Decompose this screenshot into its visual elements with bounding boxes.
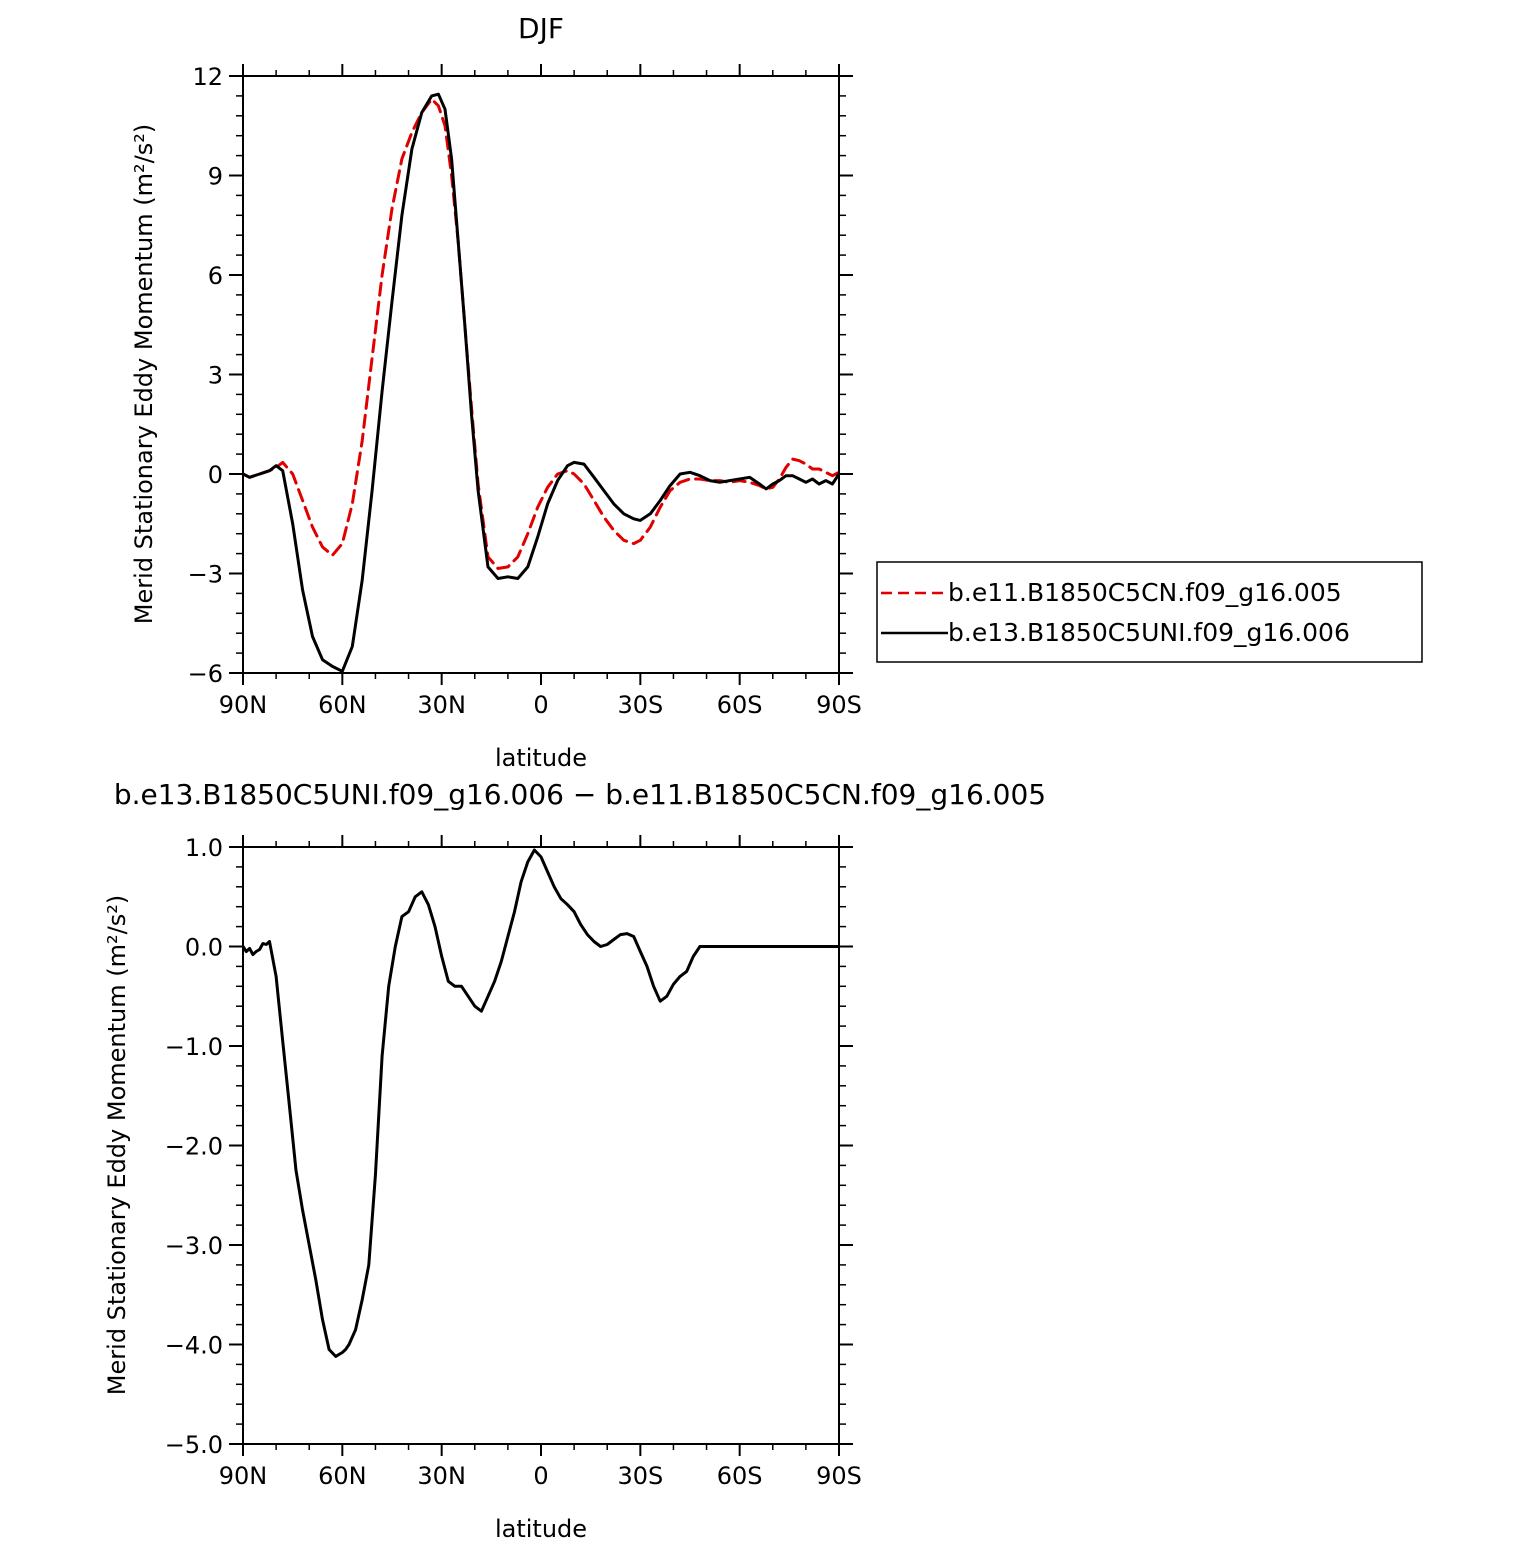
x-tick-label: 90S	[816, 691, 862, 719]
y-tick-label: −6	[188, 660, 223, 688]
y-tick-label: −1.0	[165, 1033, 223, 1061]
y-tick-label: −4.0	[165, 1332, 223, 1360]
x-tick-label: 30S	[617, 1462, 663, 1490]
plot-area: 90N 60N 30N 0 30S 60S 90S −6 −3 0 3 6 9 12	[188, 63, 862, 719]
x-axis-label: latitude	[495, 1515, 587, 1543]
panel-bottom: b.e13.B1850C5UNI.f09_g16.006 − b.e11.B18…	[103, 778, 1046, 1543]
series-line-1	[241, 97, 841, 570]
panel-top: DJF 90N 60N 30N 0 30S 60S 90S −6 −3 0 3 6 9 12 latitu…	[130, 12, 862, 772]
y-tick-label: 12	[192, 63, 223, 91]
x-axis-label: latitude	[495, 744, 587, 772]
y-tick-label: 3	[208, 362, 223, 390]
y-tick-label: −2.0	[165, 1133, 223, 1161]
difference-title: b.e13.B1850C5UNI.f09_g16.006 − b.e11.B18…	[114, 778, 1046, 811]
x-tick-label: 60N	[318, 1462, 367, 1490]
x-tick-label: 90N	[219, 691, 268, 719]
x-tick-label: 90S	[816, 1462, 862, 1490]
y-tick-label: 6	[208, 262, 223, 290]
y-tick-label: 1.0	[185, 834, 223, 862]
y-tick-label: 0	[208, 461, 223, 489]
y-axis-label: Merid Stationary Eddy Momentum (m²/s²)	[130, 124, 158, 624]
legend-label-series-2: b.e13.B1850C5UNI.f09_g16.006	[948, 618, 1350, 647]
y-tick-label: −3.0	[165, 1232, 223, 1260]
y-tick-label: 9	[208, 163, 223, 191]
x-tick-label: 30N	[417, 691, 466, 719]
plot-frame	[242, 75, 840, 674]
series-line-1	[241, 848, 841, 1358]
x-tick-label: 60S	[717, 691, 763, 719]
legend: b.e11.B1850C5CN.f09_g16.005 b.e13.B1850C…	[876, 561, 1423, 663]
legend-box	[876, 561, 1423, 663]
x-tick-label: 0	[533, 1462, 548, 1490]
x-tick-label: 60N	[318, 691, 367, 719]
x-tick-label: 60S	[717, 1462, 763, 1490]
plot-area: 90N 60N 30N 0 30S 60S 90S −5.0 −4.0 −3.0 −2.0 −1.0 0…	[165, 834, 862, 1490]
y-axis-label: Merid Stationary Eddy Momentum (m²/s²)	[103, 895, 131, 1395]
x-tick-label: 30S	[617, 691, 663, 719]
x-tick-label: 0	[533, 691, 548, 719]
chart-title: DJF	[518, 12, 564, 45]
plot-frame	[242, 846, 840, 1445]
series-line-2	[241, 92, 841, 673]
y-tick-label: −5.0	[165, 1431, 223, 1459]
y-tick-label: 0.0	[185, 934, 223, 962]
x-tick-label: 90N	[219, 1462, 268, 1490]
y-tick-label: −3	[188, 561, 223, 589]
x-tick-label: 30N	[417, 1462, 466, 1490]
legend-label-series-1: b.e11.B1850C5CN.f09_g16.005	[948, 578, 1342, 607]
